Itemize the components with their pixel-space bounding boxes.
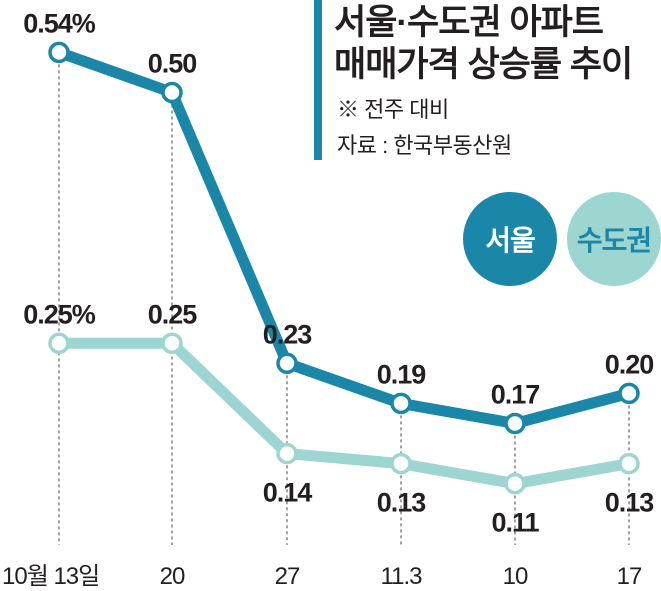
data-point <box>161 81 183 104</box>
title-line-1: 서울·수도권 아파트 <box>334 3 604 42</box>
data-point <box>48 332 70 354</box>
data-label: 0.13 <box>377 488 427 518</box>
x-tick-label: 17 <box>617 563 642 590</box>
data-point <box>618 452 640 475</box>
series-line-seoul <box>57 47 631 429</box>
data-point <box>504 412 526 435</box>
x-tick-label: 10 <box>503 563 528 590</box>
note: ※ 전주 대비 <box>337 97 449 122</box>
data-label: 0.23 <box>263 319 313 349</box>
data-point <box>276 442 298 465</box>
data-label: 0.25% <box>23 299 96 329</box>
data-label: 0.14 <box>263 478 313 508</box>
data-label: 0.19 <box>377 359 427 389</box>
series-line-capital <box>59 337 630 490</box>
data-label: 0.17 <box>491 379 540 409</box>
x-tick-label: 20 <box>160 563 185 590</box>
data-label: 0.11 <box>491 508 539 538</box>
title-line-2: 매매가격 상승률 추이 <box>334 45 633 84</box>
title-accent-bar <box>314 0 322 160</box>
legend-capital-area: 수도권 <box>567 192 661 286</box>
legend-seoul: 서울 <box>463 192 557 286</box>
x-tick-label: 10월 13일 <box>2 563 99 590</box>
chart-title: 서울·수도권 아파트 매매가격 상승률 추이 <box>334 2 633 86</box>
data-point <box>390 392 412 415</box>
x-tick-label: 11.3 <box>381 563 423 590</box>
data-label: 0.20 <box>605 349 654 379</box>
data-point <box>276 352 298 375</box>
source: 자료 : 한국부동산원 <box>337 133 512 158</box>
data-point <box>48 41 70 64</box>
data-label: 0.25 <box>148 299 198 329</box>
data-point <box>618 382 640 405</box>
data-label: 0.54% <box>23 8 96 38</box>
data-point <box>161 332 183 354</box>
x-tick-label: 27 <box>275 563 300 590</box>
data-point <box>390 452 412 475</box>
data-point <box>504 472 526 495</box>
data-label: 0.13 <box>605 488 655 518</box>
data-label: 0.50 <box>148 49 197 79</box>
